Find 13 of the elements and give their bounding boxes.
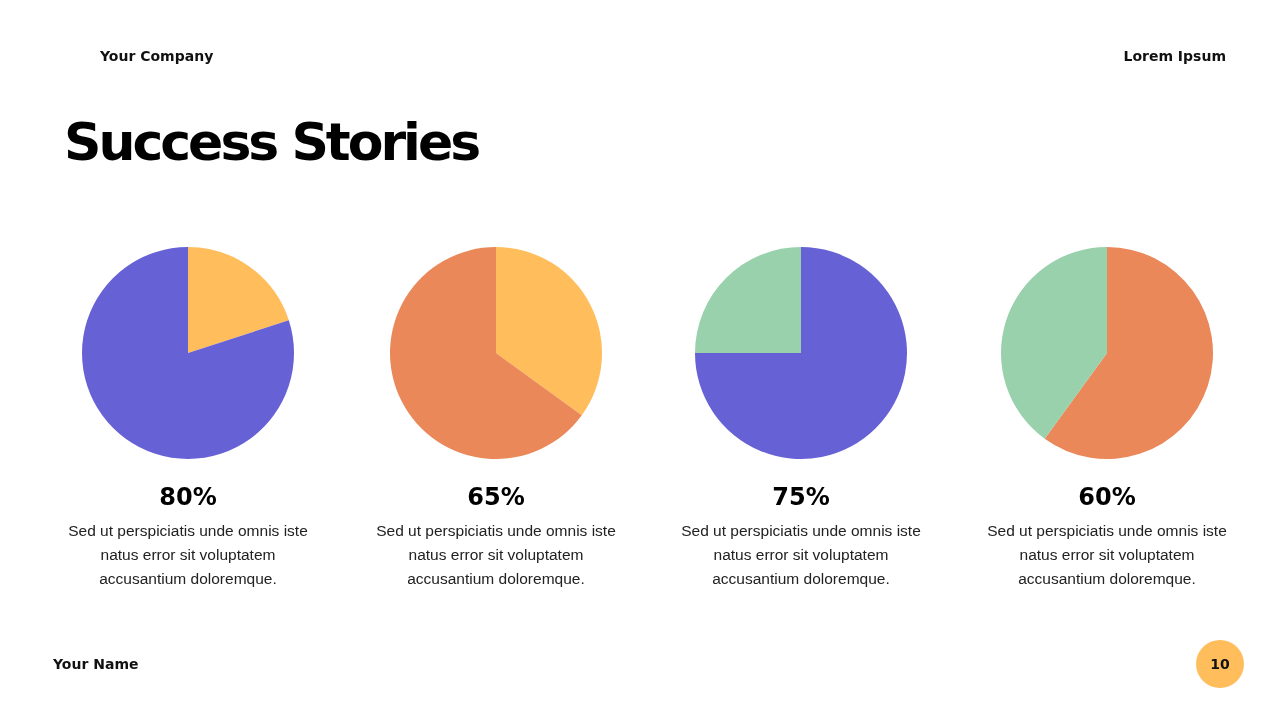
text: Your Company xyxy=(100,47,214,66)
text: Success Stories xyxy=(64,112,479,172)
text: Lorem Ipsum xyxy=(1123,47,1226,66)
text: Sed ut perspiciatis unde omnis iste natus error sit voluptatem accusantium doloremque. xyxy=(376,521,616,589)
text: Your Name xyxy=(53,655,139,674)
text: 75% xyxy=(771,483,831,511)
text: Sed ut perspiciatis unde omnis iste natus error sit voluptatem accusantium doloremque. xyxy=(987,521,1227,589)
text: 10 xyxy=(1209,655,1231,674)
text: 60% xyxy=(1077,483,1137,511)
text: 80% xyxy=(158,483,218,511)
text: Sed ut perspiciatis unde omnis iste natus error sit voluptatem accusantium doloremque. xyxy=(681,521,921,589)
text: 65% xyxy=(466,483,526,511)
text: Sed ut perspiciatis unde omnis iste natus error sit voluptatem accusantium doloremque. xyxy=(68,521,308,589)
